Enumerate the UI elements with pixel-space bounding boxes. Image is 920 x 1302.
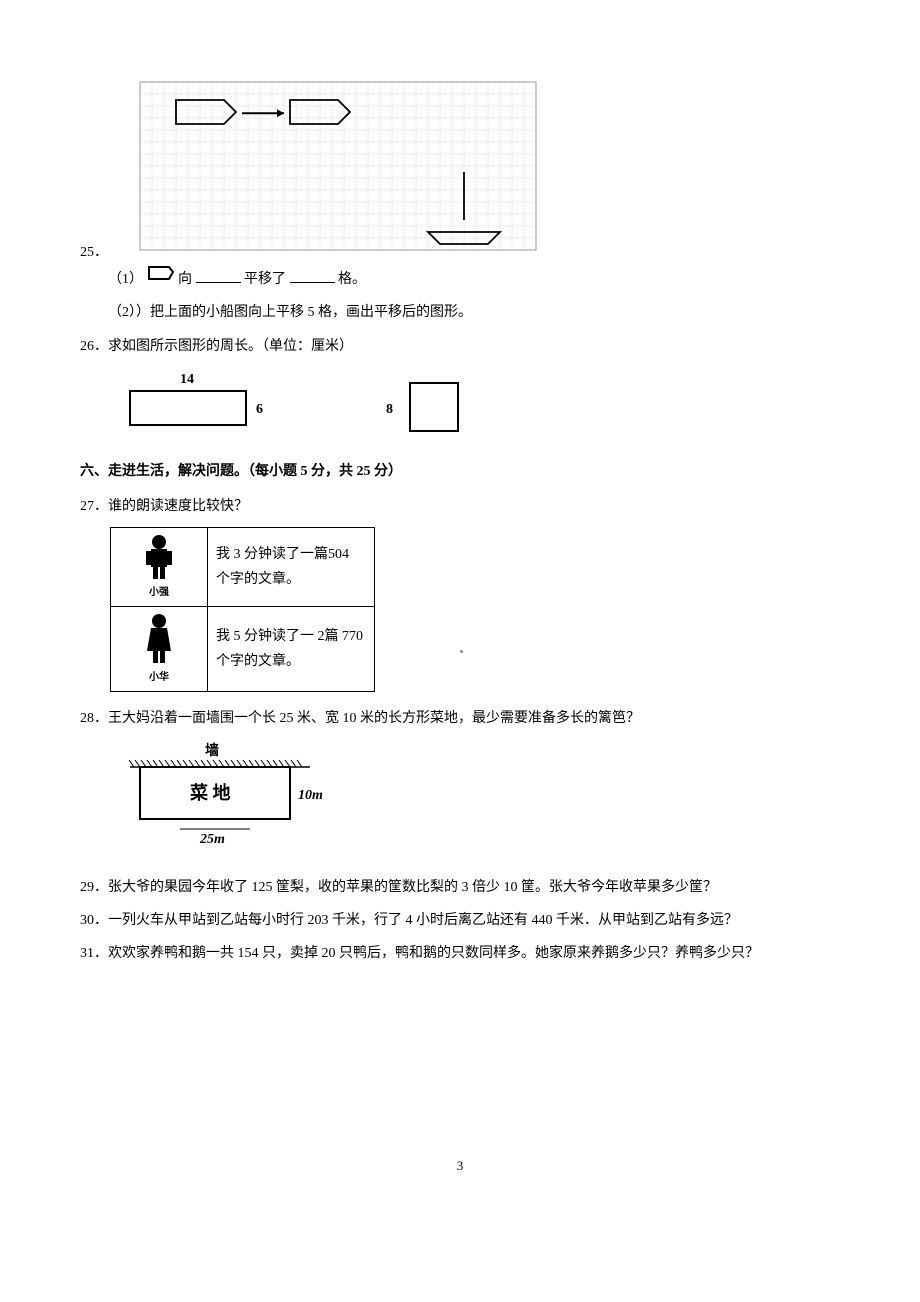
wall-label: 墙 — [205, 742, 219, 759]
avatar-name: 小强 — [119, 584, 199, 602]
translation-grid — [138, 80, 538, 252]
table-row: 小华 我 5 分钟读了一 2篇 770 个字的文章。 — [111, 607, 375, 692]
student-icon — [141, 532, 177, 582]
table-row: 小强 我 3 分钟读了一篇504 个字的文章。 — [111, 528, 375, 607]
boat-inline-icon — [147, 265, 175, 294]
garden-diagram: 墙 菜 地 10m 25m — [120, 741, 350, 851]
field-label: 菜 地 — [189, 782, 231, 803]
question-28: 28．王大妈沿着一面墙围一个长 25 米、宽 10 米的长方形菜地，最少需要准备… — [80, 706, 840, 731]
square-side-label: 8 — [386, 402, 393, 417]
q25-sub2: （2））把上面的小船图向上平移 5 格，画出平移后的图形。 — [80, 300, 840, 325]
sub1-mid2: 平移了 — [244, 272, 290, 287]
question-31: 31．欢欢家养鸭和鹅一共 154 只，卖掉 20 只鸭后，鸭和鹅的只数同样多。她… — [80, 941, 840, 966]
question-25: 25． （1） 向 平移了 格。 （2））把上面的小船图向上平移 5 格，画出平… — [80, 80, 840, 326]
width-label: 10m — [298, 788, 323, 803]
q25-sub1: （1） 向 平移了 格。 — [80, 265, 840, 294]
square-figure: 8 — [380, 369, 480, 439]
q26-figures: 14 6 8 — [120, 369, 840, 439]
length-label: 25m — [199, 832, 225, 847]
sub1-end: 格。 — [338, 272, 366, 287]
rectangle-figure: 14 6 — [120, 369, 280, 439]
speech-cell: 我 3 分钟读了一篇504 个字的文章。 — [208, 528, 375, 607]
avatar-cell-xiaoqiang: 小强 — [111, 528, 208, 607]
rect-width-label: 14 — [180, 372, 194, 387]
section-6-heading: 六、走进生活，解决问题。（每小题 5 分，共 25 分） — [80, 459, 840, 484]
rect-height-label: 6 — [256, 402, 263, 417]
blank-direction[interactable] — [196, 268, 241, 283]
q25-grid-figure — [138, 80, 538, 261]
page-number: 3 — [0, 1154, 920, 1177]
avatar-cell-xiaohua: 小华 — [111, 607, 208, 692]
question-27: 27．谁的朗读速度比较快？ — [80, 494, 840, 519]
sub1-mid: 向 — [178, 272, 196, 287]
student-icon — [141, 611, 177, 667]
q28-figure: 墙 菜 地 10m 25m — [120, 741, 840, 860]
speech-cell: 我 5 分钟读了一 2篇 770 个字的文章。 — [208, 607, 375, 692]
page-center-dot — [460, 650, 463, 653]
question-30: 30．一列火车从甲站到乙站每小时行 203 千米，行了 4 小时后离乙站还有 4… — [80, 908, 840, 933]
reading-speed-table: 小强 我 3 分钟读了一篇504 个字的文章。 小华 我 5 分钟读了一 2篇 … — [110, 527, 375, 692]
question-29: 29．张大爷的果园今年收了 125 筐梨，收的苹果的筐数比梨的 3 倍少 10 … — [80, 875, 840, 900]
sub1-prefix: （1） — [108, 272, 143, 287]
q25-number: 25． — [80, 240, 108, 265]
question-26: 26．求如图所示图形的周长。（单位：厘米） — [80, 334, 840, 359]
avatar-name: 小华 — [119, 669, 199, 687]
blank-cells[interactable] — [290, 268, 335, 283]
